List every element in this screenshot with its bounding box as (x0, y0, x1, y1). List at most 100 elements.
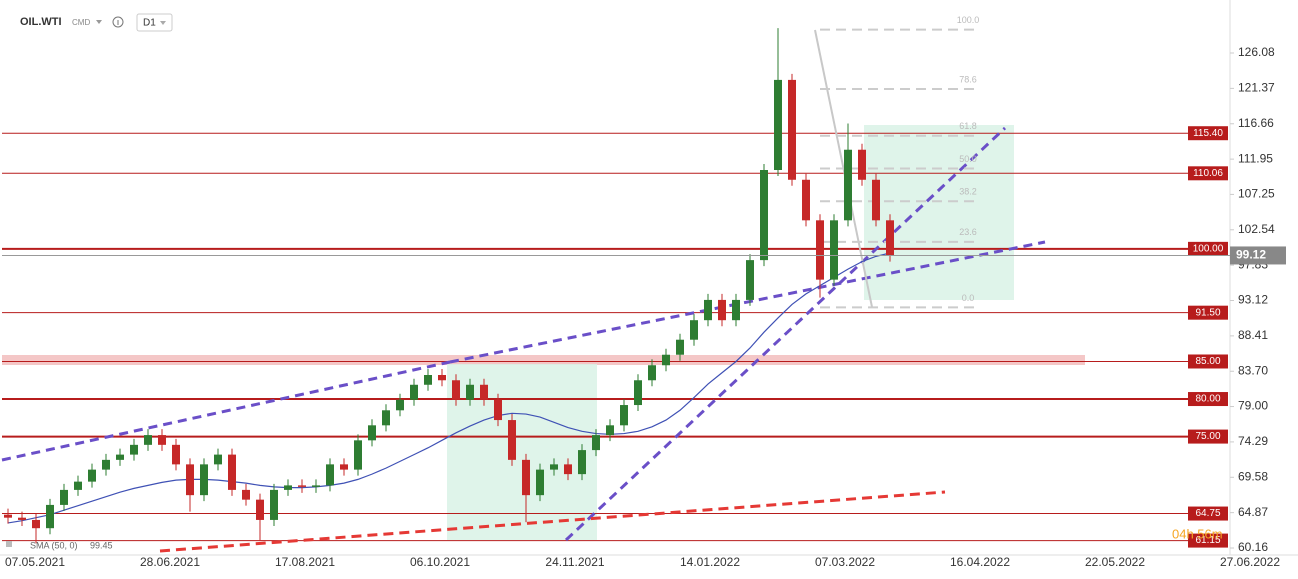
candle-body (886, 220, 894, 256)
candle-body (60, 489, 68, 505)
candle-body (494, 399, 502, 421)
candle-body (116, 454, 124, 460)
x-tick-label: 28.06.2021 (140, 555, 200, 569)
level-label: 75.00 (1195, 431, 1220, 442)
candle-body (816, 220, 824, 280)
level-badge (1188, 429, 1228, 444)
level-badge (1188, 354, 1228, 369)
candle-body (844, 149, 852, 221)
candle-body (620, 405, 628, 426)
level-label: 110.06 (1193, 168, 1223, 179)
fib-label: 100.0 (957, 15, 980, 25)
zone-band (2, 355, 1085, 365)
x-tick-label: 16.04.2022 (950, 555, 1010, 569)
candle-body (830, 220, 838, 280)
candle-body (270, 489, 278, 520)
candle-body (592, 435, 600, 451)
sma-line (7, 252, 891, 524)
candle-body (410, 384, 418, 400)
trend-line (159, 490, 946, 553)
level-badge (1188, 533, 1228, 548)
trend-line (564, 126, 1007, 542)
y-tick-label: 121.37 (1238, 81, 1275, 95)
candle-body (172, 444, 180, 465)
y-tick-label: 69.58 (1238, 469, 1268, 483)
level-badge (1188, 241, 1228, 256)
level-label: 80.00 (1195, 394, 1220, 405)
candle-body (326, 464, 334, 486)
candle-body (480, 384, 488, 400)
y-tick-label: 107.25 (1238, 187, 1275, 201)
candle-body (354, 440, 362, 470)
candle-body (228, 454, 236, 490)
candle-body (4, 514, 12, 518)
candle-body (690, 320, 698, 340)
x-tick-label: 06.10.2021 (410, 555, 470, 569)
last-price-label: 99.12 (1236, 248, 1266, 262)
x-tick-label: 17.08.2021 (275, 555, 335, 569)
fib-label: 78.6 (959, 74, 977, 84)
symbol: OIL.WTI (20, 16, 62, 28)
candle-body (256, 499, 264, 520)
candle-body (312, 485, 320, 487)
timeframe-select[interactable] (136, 13, 173, 32)
y-tick-label: 126.08 (1238, 45, 1275, 59)
y-tick-label: 116.66 (1238, 116, 1274, 130)
candle-body (438, 375, 446, 381)
candle-body (802, 179, 810, 221)
x-tick-label: 07.03.2022 (815, 555, 875, 569)
y-tick-label: 60.16 (1238, 540, 1268, 554)
candle-body (774, 79, 782, 171)
level-badge (1188, 506, 1228, 521)
info-icon[interactable] (112, 16, 124, 28)
candle-body (872, 179, 880, 221)
candle-body (550, 464, 558, 470)
y-tick-label: 102.54 (1238, 222, 1275, 236)
candle-body (396, 399, 404, 411)
candle-body (732, 299, 740, 321)
box-zone (864, 125, 1014, 300)
candle-body (676, 339, 684, 355)
candle-body (18, 517, 26, 520)
candle-body (368, 425, 376, 441)
candle-body (508, 420, 516, 460)
candle-body (46, 504, 54, 529)
level-label: 64.75 (1195, 508, 1220, 519)
candle-body (606, 425, 614, 436)
candle-body (424, 375, 432, 385)
sma-icon[interactable] (6, 541, 12, 547)
candle-body (858, 149, 866, 180)
candle-body (186, 464, 194, 496)
y-tick-label: 83.70 (1238, 363, 1268, 377)
candle-body (578, 450, 586, 475)
x-tick-label: 14.01.2022 (680, 555, 740, 569)
y-tick-label: 74.29 (1238, 434, 1268, 448)
level-label: 85.00 (1195, 356, 1220, 367)
candle-body (298, 485, 306, 487)
candle-body (788, 79, 796, 180)
trend-line (449, 240, 1046, 364)
candle-body (704, 299, 712, 321)
dropdown-arrow (160, 21, 166, 25)
candle-body (564, 464, 572, 475)
candle-body (284, 485, 292, 490)
fib-label: 50.0 (959, 154, 977, 164)
candle-body (74, 481, 82, 490)
level-badge (1188, 392, 1228, 407)
y-tick-label: 64.87 (1238, 505, 1268, 519)
candle-body (144, 435, 152, 445)
candle-body (242, 489, 250, 500)
dropdown-arrow[interactable] (96, 20, 102, 24)
fib-label: 38.2 (959, 187, 977, 197)
candle-body (452, 380, 460, 400)
fib-label: 23.6 (959, 227, 977, 237)
timeframe: D1 (143, 18, 156, 29)
candle-body (746, 260, 754, 300)
sma-value: 99.45 (90, 540, 113, 550)
candle-body (158, 435, 166, 445)
sma-label: SMA (50, 0) (30, 540, 78, 550)
candle-body (130, 444, 138, 455)
y-tick-label: 88.41 (1238, 328, 1268, 342)
x-tick-label: 22.05.2022 (1085, 555, 1145, 569)
